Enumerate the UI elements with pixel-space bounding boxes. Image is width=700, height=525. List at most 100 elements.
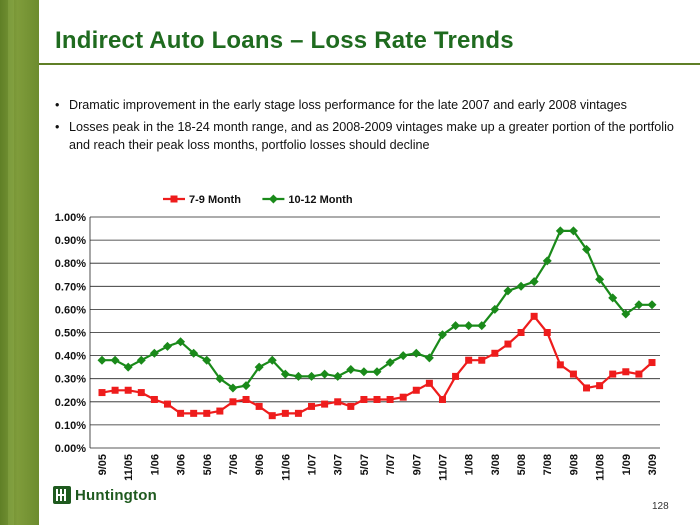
- data-point-square: [308, 402, 316, 410]
- title-divider: [39, 63, 700, 65]
- data-point-diamond: [320, 369, 330, 379]
- slide-title: Indirect Auto Loans – Loss Rate Trends: [55, 27, 514, 54]
- x-tick-label: 1/07: [307, 454, 319, 475]
- logo-text: Huntington: [75, 486, 157, 504]
- x-tick-label: 9/06: [254, 454, 266, 475]
- data-point-diamond: [136, 355, 146, 365]
- y-tick-label: 0.30%: [55, 374, 86, 386]
- x-tick-label: 11/07: [437, 454, 449, 481]
- data-point-square: [543, 329, 551, 336]
- x-tick-label: 3/09: [647, 454, 659, 475]
- data-point-square: [596, 382, 604, 390]
- data-point-diamond: [267, 355, 277, 365]
- x-tick-label: 1/06: [149, 454, 161, 475]
- x-tick-label: 5/06: [202, 454, 214, 475]
- data-point-diamond: [647, 300, 657, 310]
- data-point-square: [98, 389, 106, 397]
- data-point-diamond: [241, 381, 251, 391]
- data-point-diamond: [529, 277, 539, 287]
- bullet-list: • Dramatic improvement in the early stag…: [55, 96, 685, 158]
- data-point-square: [425, 379, 433, 387]
- data-point-diamond: [372, 367, 382, 377]
- x-tick-label: 11/05: [123, 454, 135, 481]
- y-tick-label: 0.80%: [55, 258, 86, 270]
- data-point-square: [334, 398, 342, 406]
- data-point-square: [504, 340, 512, 348]
- data-point-diamond: [228, 383, 238, 393]
- data-point-diamond: [608, 293, 618, 303]
- y-tick-label: 0.20%: [55, 397, 86, 409]
- x-tick-label: 1/09: [621, 454, 633, 475]
- data-point-square: [203, 409, 211, 417]
- data-point-square: [412, 386, 420, 394]
- data-point-diamond: [176, 337, 186, 347]
- data-point-diamond: [123, 362, 133, 372]
- data-point-square: [321, 400, 329, 408]
- x-tick-label: 3/08: [490, 454, 502, 475]
- data-point-square: [190, 409, 198, 417]
- y-tick-label: 0.40%: [55, 351, 86, 363]
- data-point-diamond: [424, 353, 434, 363]
- data-point-diamond: [189, 348, 199, 358]
- data-point-square: [229, 398, 237, 406]
- data-point-diamond: [411, 348, 421, 358]
- data-point-square: [438, 395, 446, 403]
- x-tick-label: 9/08: [568, 454, 580, 475]
- data-point-square: [648, 359, 656, 367]
- bullet-item: • Dramatic improvement in the early stag…: [55, 96, 685, 114]
- data-point-square: [373, 395, 381, 403]
- data-point-diamond: [464, 321, 474, 331]
- x-tick-label: 1/08: [464, 454, 476, 475]
- bullet-text: Dramatic improvement in the early stage …: [69, 98, 627, 112]
- data-point-square: [491, 349, 499, 357]
- data-point-diamond: [110, 355, 120, 365]
- data-point-square: [478, 356, 486, 364]
- y-tick-label: 0.00%: [55, 443, 86, 455]
- data-point-diamond: [359, 367, 369, 377]
- legend-label: 10-12 Month: [288, 194, 352, 206]
- data-point-diamond: [477, 321, 487, 331]
- data-point-square: [150, 395, 158, 403]
- legend-label: 7-9 Month: [189, 194, 241, 206]
- x-tick-label: 3/07: [333, 454, 345, 475]
- data-point-square: [111, 386, 119, 394]
- legend-marker-diamond: [268, 194, 278, 204]
- data-point-diamond: [280, 369, 290, 379]
- data-point-diamond: [516, 281, 526, 291]
- data-point-square: [242, 395, 250, 403]
- data-point-square: [556, 361, 564, 369]
- data-point-square: [517, 329, 525, 336]
- data-point-square: [268, 412, 276, 420]
- y-tick-label: 0.50%: [55, 328, 86, 340]
- data-point-square: [216, 407, 224, 415]
- x-tick-label: 11/08: [595, 454, 607, 481]
- data-point-diamond: [621, 309, 631, 319]
- bullet-symbol: •: [55, 120, 60, 134]
- data-point-diamond: [346, 364, 356, 374]
- x-tick-label: 7/06: [228, 454, 240, 475]
- y-tick-label: 0.60%: [55, 304, 86, 316]
- data-point-square: [347, 402, 355, 410]
- y-tick-label: 1.00%: [55, 212, 86, 224]
- data-point-diamond: [398, 351, 408, 361]
- data-point-diamond: [202, 355, 212, 365]
- data-point-diamond: [385, 358, 395, 368]
- data-point-square: [281, 409, 289, 417]
- data-point-diamond: [490, 304, 500, 314]
- data-point-square: [386, 395, 394, 403]
- data-point-square: [294, 409, 302, 417]
- data-point-square: [622, 368, 630, 376]
- data-point-square: [569, 370, 577, 378]
- x-tick-label: 9/05: [97, 454, 109, 475]
- data-point-diamond: [293, 371, 303, 381]
- x-tick-label: 7/08: [542, 454, 554, 475]
- data-point-square: [137, 389, 145, 397]
- data-point-diamond: [307, 371, 317, 381]
- legend-marker-square: [170, 195, 178, 203]
- x-tick-label: 9/07: [411, 454, 423, 475]
- data-point-square: [452, 372, 460, 380]
- data-point-diamond: [162, 341, 172, 351]
- data-point-square: [177, 409, 185, 417]
- data-point-diamond: [582, 244, 592, 254]
- data-point-diamond: [634, 300, 644, 310]
